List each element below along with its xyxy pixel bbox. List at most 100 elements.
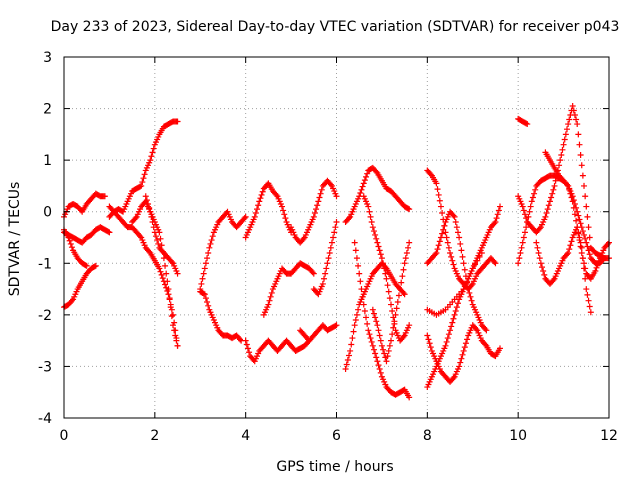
- data-point: [327, 181, 334, 188]
- data-point: [257, 195, 264, 202]
- series-track-o: [297, 322, 340, 344]
- data-point: [242, 213, 249, 220]
- data-point: [570, 107, 577, 114]
- data-point: [600, 256, 607, 263]
- data-point: [529, 194, 536, 201]
- data-point: [318, 186, 325, 193]
- data-point: [374, 322, 381, 329]
- data-point: [372, 231, 379, 238]
- data-point: [592, 268, 599, 275]
- data-point: [201, 291, 208, 298]
- data-point: [563, 181, 570, 188]
- data-point: [525, 213, 532, 220]
- data-point: [265, 301, 272, 308]
- data-point: [467, 293, 474, 300]
- data-point: [594, 261, 601, 268]
- data-point: [567, 190, 574, 197]
- data-point: [424, 332, 431, 339]
- data-point: [519, 203, 526, 210]
- data-point: [374, 239, 381, 246]
- data-point: [441, 222, 448, 229]
- data-point: [437, 234, 444, 241]
- data-point: [300, 235, 307, 242]
- data-point: [207, 240, 214, 247]
- data-point: [333, 193, 340, 200]
- data-point: [375, 243, 382, 250]
- data-point: [372, 350, 379, 357]
- data-point: [573, 116, 580, 123]
- data-point: [518, 244, 525, 251]
- data-point: [377, 337, 384, 344]
- data-point: [199, 275, 206, 282]
- data-point: [521, 229, 528, 236]
- data-point: [401, 260, 408, 267]
- data-point: [492, 260, 499, 267]
- data-point: [146, 248, 153, 255]
- data-point: [527, 203, 534, 210]
- data-point: [581, 231, 588, 238]
- data-point: [347, 347, 354, 354]
- data-point: [353, 311, 360, 318]
- data-point: [575, 230, 582, 237]
- data-point: [138, 182, 145, 189]
- data-point: [388, 337, 394, 344]
- data-point: [570, 204, 577, 211]
- data-point: [323, 265, 330, 272]
- data-point: [478, 249, 485, 256]
- series-track-t: [360, 193, 413, 344]
- data-point: [391, 318, 398, 325]
- data-point: [315, 198, 322, 205]
- data-point: [166, 295, 173, 302]
- data-point: [168, 258, 175, 265]
- data-point: [390, 324, 397, 331]
- series-track-y: [424, 203, 503, 391]
- data-point: [268, 289, 275, 296]
- data-point: [280, 207, 287, 214]
- data-point: [445, 331, 452, 338]
- series-track-n: [288, 177, 340, 246]
- data-point: [251, 213, 258, 220]
- y-tick-label: -1: [38, 256, 52, 272]
- data-point: [450, 212, 457, 219]
- data-point: [155, 240, 162, 247]
- data-point: [368, 219, 375, 226]
- series-track-p: [310, 219, 340, 298]
- data-point: [397, 286, 404, 293]
- data-point: [402, 255, 409, 262]
- data-point: [582, 275, 589, 282]
- data-point: [332, 224, 339, 231]
- data-point: [378, 255, 385, 262]
- data-point: [583, 239, 590, 246]
- data-point: [557, 157, 564, 164]
- data-point: [101, 193, 108, 200]
- data-point: [313, 206, 320, 213]
- data-point: [462, 280, 469, 287]
- data-point: [137, 183, 144, 190]
- data-point: [578, 244, 585, 251]
- data-point: [449, 319, 456, 326]
- data-point: [406, 322, 413, 329]
- data-marks: [61, 102, 612, 401]
- data-point: [543, 210, 550, 217]
- data-point: [566, 246, 573, 253]
- data-point: [142, 193, 149, 200]
- data-point: [540, 268, 547, 275]
- data-point: [395, 292, 402, 299]
- data-point: [332, 322, 339, 329]
- data-point: [440, 226, 447, 233]
- data-point: [523, 224, 530, 231]
- data-point: [575, 212, 582, 219]
- data-point: [483, 327, 490, 334]
- data-point: [595, 258, 602, 265]
- data-point: [573, 217, 580, 224]
- data-point: [382, 270, 389, 277]
- series-track-x: [424, 208, 490, 334]
- data-point: [168, 313, 175, 320]
- data-point: [452, 307, 459, 314]
- data-point: [604, 240, 611, 247]
- data-point: [353, 255, 360, 262]
- y-tick-label: 1: [43, 153, 52, 169]
- data-point: [448, 323, 455, 330]
- data-point: [281, 211, 288, 218]
- data-point: [433, 180, 440, 187]
